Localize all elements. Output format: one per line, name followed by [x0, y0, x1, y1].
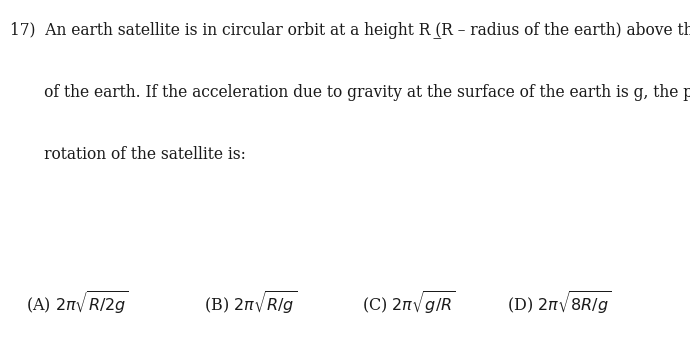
Text: rotation of the satellite is:: rotation of the satellite is:: [10, 146, 246, 163]
Text: (C) $2\pi\sqrt{g/R}$: (C) $2\pi\sqrt{g/R}$: [362, 290, 455, 317]
Text: (D) $2\pi\sqrt{8R/g}$: (D) $2\pi\sqrt{8R/g}$: [507, 290, 611, 317]
Text: 17)  An earth satellite is in circular orbit at a height R (̲R – radius of the e: 17) An earth satellite is in circular or…: [10, 22, 690, 39]
Text: (A) $2\pi\sqrt{R/2g}$: (A) $2\pi\sqrt{R/2g}$: [26, 290, 128, 317]
Text: (B) $2\pi\sqrt{R/g}$: (B) $2\pi\sqrt{R/g}$: [204, 290, 297, 317]
Text: of the earth. If the acceleration due to gravity at the surface of the earth is : of the earth. If the acceleration due to…: [10, 84, 690, 101]
